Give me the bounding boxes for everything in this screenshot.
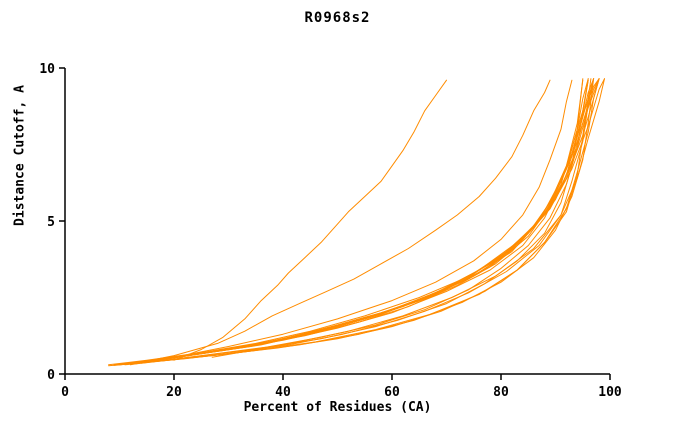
series-line [211,78,605,358]
x-tick-label: 60 [384,385,400,400]
y-tick-label: 10 [39,62,55,77]
x-axis-label: Percent of Residues (CA) [243,400,432,415]
x-tick-label: 100 [598,385,622,400]
series-line [108,79,584,366]
x-tick-label: 20 [166,385,182,400]
chart-title: R0968s2 [304,10,371,26]
series-line [157,78,600,361]
series-line [151,78,600,362]
series-line [146,78,600,363]
series-line [135,78,589,365]
x-tick-label: 0 [61,385,69,400]
series-line [129,79,573,366]
series-line [173,79,447,361]
y-tick-label: 5 [47,215,55,230]
series-line [135,79,551,364]
series-line [162,78,600,360]
series-line [129,78,595,364]
x-tick-label: 40 [275,385,291,400]
x-tick-label: 80 [493,385,509,400]
series-line [140,78,584,364]
y-tick-label: 0 [47,368,55,383]
